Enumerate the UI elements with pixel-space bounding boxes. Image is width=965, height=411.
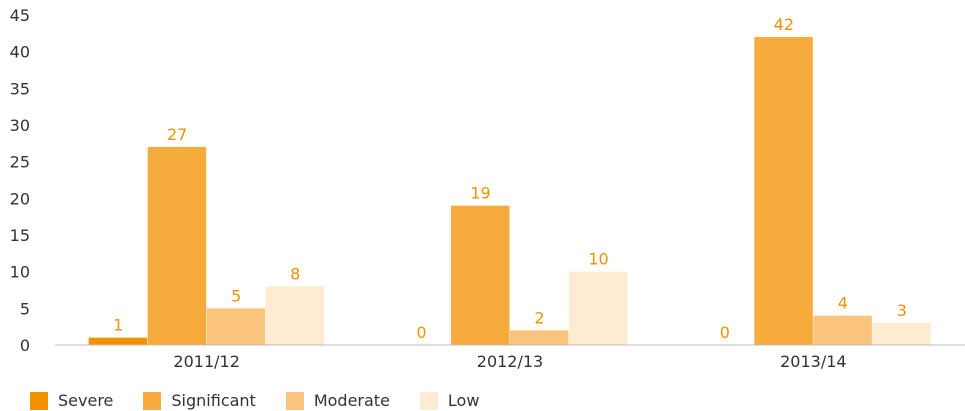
data-label: 2 xyxy=(534,308,544,327)
x-axis: 2011/12 2012/13 2013/14 xyxy=(173,352,846,371)
data-label: 0 xyxy=(720,323,730,342)
y-tick-label: 40 xyxy=(10,43,30,62)
data-label: 1 xyxy=(113,316,123,335)
data-label: 0 xyxy=(416,323,426,342)
legend-item-moderate: Moderate xyxy=(285,391,390,410)
y-tick-label: 20 xyxy=(10,189,30,208)
y-tick-label: 15 xyxy=(10,226,30,245)
y-tick-label: 45 xyxy=(10,6,30,25)
legend-item-significant: Significant xyxy=(143,391,256,410)
legend-item-low: Low xyxy=(419,391,480,410)
legend-label: Significant xyxy=(171,391,256,410)
legend-swatch xyxy=(30,391,48,410)
y-tick-label: 5 xyxy=(20,299,30,318)
legend-label: Low xyxy=(447,391,480,410)
legend-label: Severe xyxy=(58,391,114,410)
bars: 1 27 5 8 0 19 2 10 0 42 4 3 xyxy=(88,15,931,345)
bar-moderate-0 xyxy=(206,308,266,345)
data-label: 8 xyxy=(290,264,300,283)
bar-significant-1 xyxy=(451,205,510,345)
data-label: 19 xyxy=(470,184,490,203)
data-label: 27 xyxy=(167,125,187,144)
bar-moderate-2 xyxy=(813,315,872,345)
y-tick-label: 10 xyxy=(10,263,30,282)
bar-low-2 xyxy=(872,323,931,345)
legend-label: Moderate xyxy=(313,391,390,410)
bar-moderate-1 xyxy=(510,330,569,345)
data-label: 3 xyxy=(897,301,907,320)
legend-swatch xyxy=(419,391,438,410)
legend-item-severe: Severe xyxy=(30,391,113,410)
data-label: 4 xyxy=(838,294,848,313)
legend: Severe Significant Moderate Low xyxy=(30,391,509,410)
y-tick-label: 30 xyxy=(10,116,30,135)
y-tick-label: 25 xyxy=(10,153,30,172)
legend-swatch xyxy=(285,391,304,410)
bar-significant-0 xyxy=(147,147,207,345)
bar-low-0 xyxy=(265,286,325,345)
y-tick-label: 0 xyxy=(20,336,30,355)
data-label: 5 xyxy=(231,286,241,305)
x-tick-label: 2012/13 xyxy=(477,352,543,371)
bar-severe-0 xyxy=(88,337,148,345)
data-label: 42 xyxy=(774,15,794,34)
x-tick-label: 2013/14 xyxy=(780,352,846,371)
y-tick-label: 35 xyxy=(10,79,30,98)
legend-swatch xyxy=(143,391,162,410)
y-axis: 0 5 10 15 20 25 30 35 40 45 xyxy=(10,6,30,355)
data-label: 10 xyxy=(588,250,608,269)
bar-low-1 xyxy=(569,271,628,345)
x-tick-label: 2011/12 xyxy=(173,352,239,371)
bar-significant-2 xyxy=(754,37,813,345)
